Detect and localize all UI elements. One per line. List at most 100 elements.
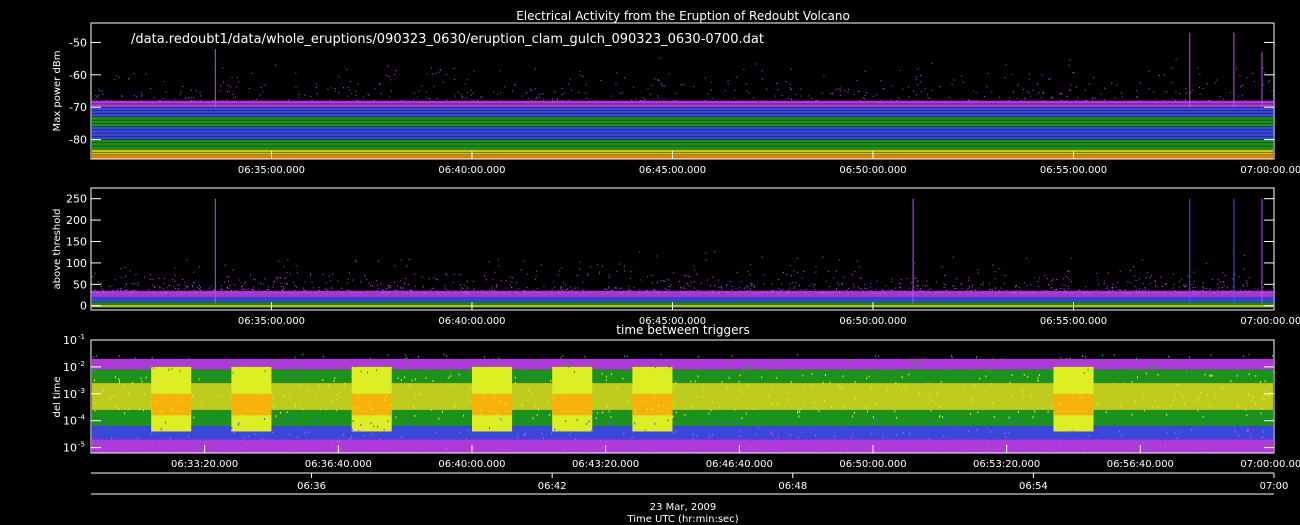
speckle-point xyxy=(708,412,710,415)
outlier-point xyxy=(1196,292,1198,294)
speckle-point xyxy=(1263,393,1265,396)
outlier-point xyxy=(712,276,714,278)
speckle-point xyxy=(566,364,568,367)
speckle-point xyxy=(675,411,677,414)
outlier-point xyxy=(922,284,924,286)
outlier-point xyxy=(262,291,264,293)
outlier-point xyxy=(1197,67,1199,69)
outlier-point xyxy=(1023,291,1025,293)
outlier-point xyxy=(488,261,490,263)
outlier-point xyxy=(213,291,215,293)
outlier-point xyxy=(718,279,720,281)
outlier-point xyxy=(200,95,202,97)
outlier-point xyxy=(731,292,733,294)
outlier-point xyxy=(828,286,830,288)
speckle-point xyxy=(1247,393,1249,396)
speckle-point xyxy=(1096,439,1098,442)
outlier-point xyxy=(241,288,243,290)
speckle-point xyxy=(673,432,675,435)
outlier-point xyxy=(291,292,293,294)
outlier-point xyxy=(839,291,841,293)
speckle-point xyxy=(348,438,350,441)
outlier-point xyxy=(1070,84,1072,86)
outlier-point xyxy=(431,67,433,69)
outlier-point xyxy=(654,289,656,291)
bottom-time-axis: 06:36 06:42 06:48 06:54 07:00 23 Mar, 2009 T… xyxy=(91,472,1288,525)
speckle-point xyxy=(272,406,274,409)
outlier-point xyxy=(332,292,334,294)
speckle-point xyxy=(246,442,248,445)
outlier-point xyxy=(1048,284,1050,286)
speckle-point xyxy=(642,380,644,383)
outlier-point xyxy=(785,273,787,275)
outlier-point xyxy=(226,276,228,278)
speckle-point xyxy=(201,424,203,427)
outlier-point xyxy=(619,292,621,294)
speckle-point xyxy=(118,380,120,383)
outlier-point xyxy=(405,278,407,280)
outlier-point xyxy=(253,99,255,101)
outlier-point xyxy=(951,100,953,102)
outlier-point xyxy=(397,285,399,287)
outlier-point xyxy=(1134,285,1136,287)
speckle-point xyxy=(740,435,742,438)
outlier-point xyxy=(763,274,765,276)
outlier-point xyxy=(720,287,722,289)
speckle-point xyxy=(1146,372,1148,375)
outlier-point xyxy=(804,289,806,291)
speckle-point xyxy=(94,409,96,412)
outlier-point xyxy=(814,283,816,285)
outlier-point xyxy=(975,92,977,94)
speckle-point xyxy=(1077,401,1079,404)
speckle-point xyxy=(497,415,499,418)
outlier-point xyxy=(1059,93,1061,95)
time-between-triggers-ylabel: del time xyxy=(52,376,63,417)
outlier-point xyxy=(102,93,104,95)
speckle-point xyxy=(245,375,247,378)
speckle-point xyxy=(356,406,358,409)
outlier-point xyxy=(1220,280,1222,282)
outlier-point xyxy=(316,292,318,294)
outlier-point xyxy=(1017,85,1019,87)
outlier-point xyxy=(463,285,465,287)
speckle-point xyxy=(261,437,263,440)
outlier-point xyxy=(387,65,389,67)
outlier-point xyxy=(459,273,461,275)
outlier-point xyxy=(771,283,773,285)
speckle-point xyxy=(1166,431,1168,434)
outlier-point xyxy=(939,85,941,87)
outlier-point xyxy=(563,92,565,94)
outlier-point xyxy=(143,291,145,293)
speckle-point xyxy=(1214,396,1216,399)
speckle-point xyxy=(746,383,748,386)
outlier-point xyxy=(881,288,883,290)
xtick-label: 06:46:40.000 xyxy=(706,459,773,470)
outlier-point xyxy=(1088,292,1090,294)
outlier-point xyxy=(98,88,100,90)
outlier-point xyxy=(978,287,980,289)
speckle-point xyxy=(315,394,317,397)
speckle-point xyxy=(905,387,907,390)
ytick-label: 200 xyxy=(66,214,87,227)
outlier-point xyxy=(657,78,659,80)
outlier-point xyxy=(646,276,648,278)
speckle-point xyxy=(381,359,383,362)
speckle-point xyxy=(134,357,136,360)
speckle-point xyxy=(425,376,427,379)
bottom-axis-ticks: 06:36 06:42 06:48 06:54 07:00 xyxy=(297,473,1288,492)
outlier-point xyxy=(226,99,228,101)
speckle-point xyxy=(405,354,407,357)
outlier-point xyxy=(721,285,723,287)
speckle-point xyxy=(398,443,400,446)
speckle-point xyxy=(750,366,752,369)
speckle-point xyxy=(235,392,237,395)
outlier-point xyxy=(1093,76,1095,78)
speckle-point xyxy=(764,368,766,371)
outlier-point xyxy=(606,289,608,291)
speckle-point xyxy=(1113,354,1115,357)
outlier-point xyxy=(457,91,459,93)
outlier-point xyxy=(449,292,451,294)
speckle-point xyxy=(250,409,252,412)
outlier-point xyxy=(1207,100,1209,102)
outlier-point xyxy=(806,291,808,293)
